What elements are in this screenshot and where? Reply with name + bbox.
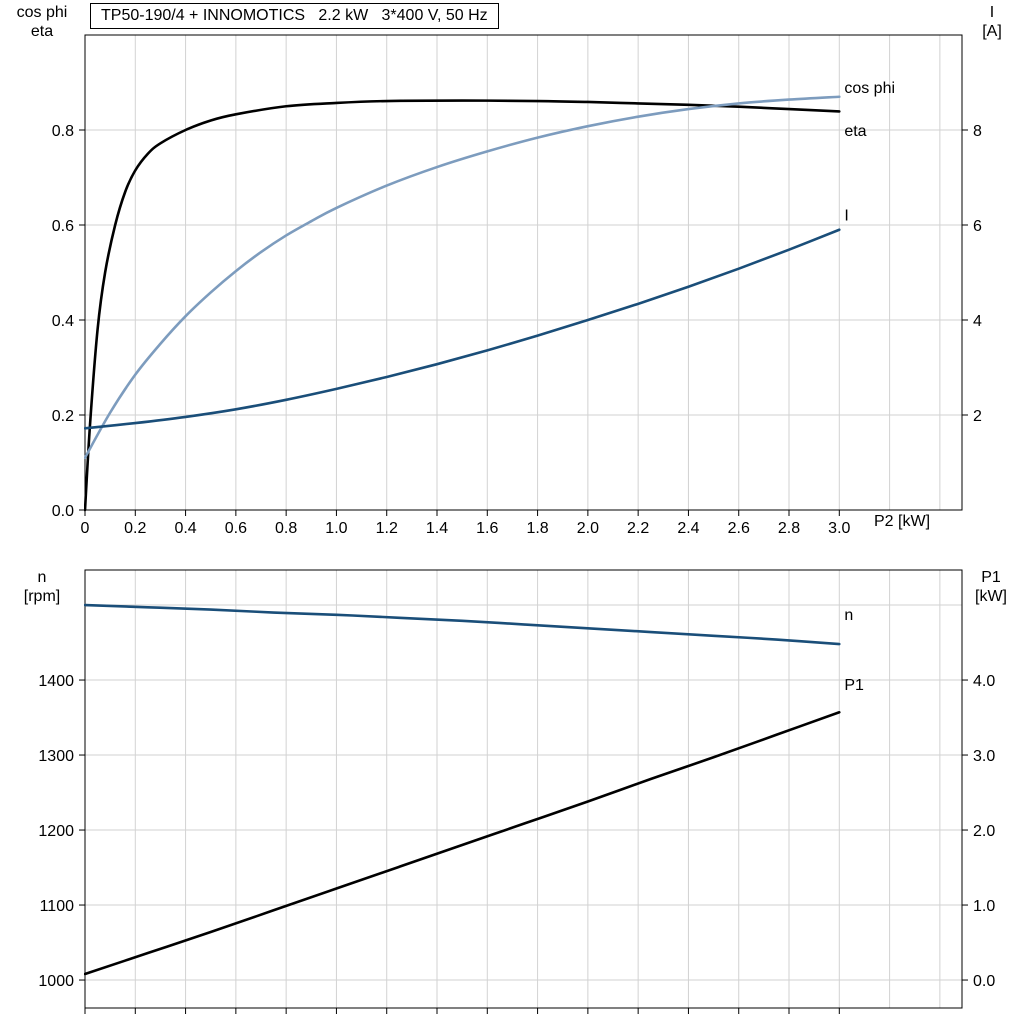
axis-title-line-P1: P1 [981,569,1001,586]
axis-title-line-n: n [37,569,47,586]
left-tick-label: 1200 [38,823,74,840]
chart-title: TP50-190/4 + INNOMOTICS 2.2 kW 3*400 V, … [90,3,499,29]
x-tick-label: 0.6 [225,520,247,537]
left-tick-label: 1000 [38,973,74,990]
x-tick-label: 0.2 [124,520,146,537]
series-n-label: n [844,607,853,624]
top-left-axis-title: cos phi eta [0,3,84,41]
left-tick-label: 1400 [38,673,74,690]
x-tick-label: 2.6 [728,520,750,537]
left-tick-label: 0.4 [52,313,74,330]
left-tick-label: 1300 [38,748,74,765]
right-tick-label: 2 [973,408,982,425]
right-tick-label: 2.0 [973,823,995,840]
x-tick-label: 1.6 [476,520,498,537]
left-tick-label: 1100 [40,898,75,915]
right-tick-label: 3.0 [973,748,995,765]
right-tick-label: 4.0 [973,673,995,690]
axis-title-line-eta: eta [30,23,54,40]
axis-title-line-kW: [kW] [975,588,1007,605]
series-cos-phi-label: cos phi [844,80,895,97]
x-tick-label: 1.8 [526,520,548,537]
x-tick-label: 2.0 [577,520,599,537]
x-tick-label: 1.4 [426,520,448,537]
series-group [84,603,841,976]
right-tick-label: 0.0 [973,973,995,990]
axis-title-line-cosphi: cos phi [16,4,68,21]
series-eta-curve [84,99,841,512]
axis-title-line-A: [A] [982,23,1002,40]
bottom-left-axis-title: n [rpm] [0,568,84,606]
series-eta-label: eta [844,123,866,140]
x-tick-label: 2.4 [677,520,699,537]
x-tick-label: 2.8 [778,520,800,537]
x-tick-label: 3.0 [828,520,850,537]
series-I-label: I [844,207,848,224]
left-tick-label: 0.2 [52,408,74,425]
plot-frame [84,569,963,1009]
series-n-curve [84,603,841,646]
x-axis-title: P2 [kW] [874,513,931,530]
axis-title-line-I: I [989,4,995,21]
series-group [84,95,841,512]
x-tick-label: 1.0 [325,520,347,537]
series-P1-curve [84,710,841,976]
right-tick-label: 8 [973,123,982,140]
top-right-axis-title: I [A] [962,3,1022,41]
right-tick-label: 4 [973,313,982,330]
x-tick-label: 1.2 [376,520,398,537]
speed-power-chart: 1000 1100 1200 1300 1400 0.0 1.0 2.0 3.0 4.0 n P1 [38,569,995,1014]
series-P1-label: P1 [844,677,864,694]
x-tick-label: 0 [81,520,90,537]
x-tick-label: 2.2 [627,520,649,537]
motor-efficiency-chart: 0.0 0.2 0.4 0.6 0.8 2 4 6 8 0 0.2 0.4 0.6 0.8 1.0 1.2 1.… [52,34,982,537]
series-I-curve [84,228,841,430]
x-tick-label: 0.8 [275,520,297,537]
right-tick-label: 6 [973,218,982,235]
axis-title-line-rpm: [rpm] [23,588,61,605]
plot-frame [84,34,963,511]
series-cos-phi-curve [84,95,841,460]
left-tick-label: 0.6 [52,218,74,235]
left-tick-label: 0.0 [52,503,74,520]
x-tick-label: 0.4 [174,520,196,537]
left-tick-label: 0.8 [52,123,74,140]
bottom-right-axis-title: P1 [kW] [960,568,1022,606]
right-tick-label: 1.0 [973,898,995,915]
